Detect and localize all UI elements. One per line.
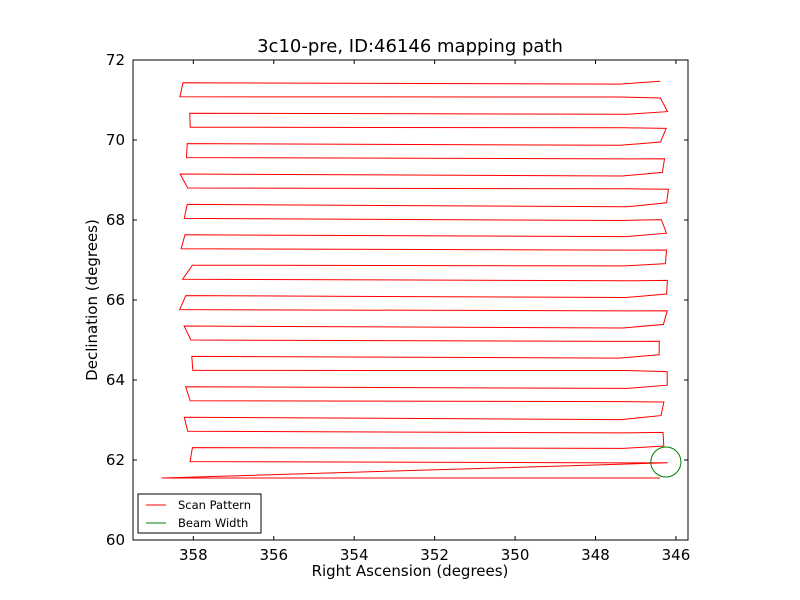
- x-tick-label: 352: [420, 546, 449, 564]
- legend-label-scan-pattern: Scan Pattern: [178, 498, 251, 512]
- series-layer: [161, 80, 682, 479]
- x-tick-label: 354: [340, 546, 369, 564]
- y-axis-ticks: 60 62 64 66 68 70 72: [106, 51, 688, 549]
- x-tick-label: 346: [662, 546, 691, 564]
- x-axis-label: Right Ascension (degrees): [312, 562, 509, 580]
- y-axis-label: Declination (degrees): [83, 219, 101, 381]
- y-tick-label: 66: [106, 291, 125, 309]
- y-tick-label: 70: [106, 131, 125, 149]
- y-tick-label: 62: [106, 451, 125, 469]
- y-tick-label: 72: [106, 51, 125, 69]
- chart-title: 3c10-pre, ID:46146 mapping path: [257, 36, 563, 57]
- x-tick-label: 356: [259, 546, 288, 564]
- x-tick-label: 350: [501, 546, 530, 564]
- legend-box: [137, 493, 262, 534]
- legend: Scan Pattern Beam Width: [137, 493, 262, 534]
- y-tick-label: 60: [106, 531, 125, 549]
- x-axis-ticks: 358 356 354 352 350 348 346: [179, 60, 690, 564]
- y-tick-label: 64: [106, 371, 125, 389]
- beam-width-circle: [650, 446, 682, 478]
- x-tick-label: 358: [179, 546, 208, 564]
- scan-pattern-line: [161, 80, 669, 479]
- legend-label-beam-width: Beam Width: [178, 516, 248, 530]
- x-tick-label: 348: [581, 546, 610, 564]
- y-tick-label: 68: [106, 211, 125, 229]
